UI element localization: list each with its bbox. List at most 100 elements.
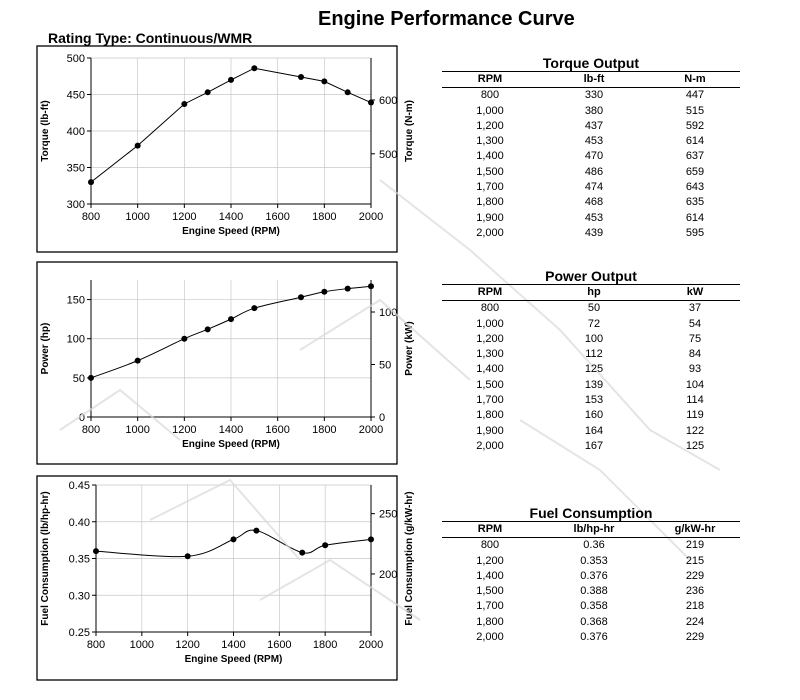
- data-point: [251, 305, 258, 312]
- data-point: [251, 65, 258, 72]
- y-axis-label: Fuel Consumption (lb/hp-hr): [40, 491, 51, 625]
- table-cell: 0.376: [580, 569, 608, 582]
- table-cell: 1,500: [476, 165, 504, 178]
- table-cell: 1,000: [476, 317, 504, 330]
- fuel-table: Fuel Consumption RPM lb/hp-hr g/kW-hr 80…: [442, 505, 740, 645]
- data-point: [204, 89, 211, 96]
- table-row: 1,300 112 84: [442, 347, 740, 362]
- table-cell: 229: [685, 569, 705, 582]
- table-cell: 439: [584, 226, 604, 239]
- y-tick-label: 400: [67, 126, 85, 138]
- table-cell: 122: [685, 424, 705, 437]
- table-cell: 1,300: [476, 348, 504, 361]
- table-cell: 1,400: [476, 363, 504, 376]
- table-cell: 800: [480, 89, 500, 102]
- col-header: lb-ft: [583, 73, 605, 85]
- series-line: [90, 67, 372, 183]
- table-cell: 595: [685, 226, 705, 239]
- col-header: RPM: [477, 73, 503, 85]
- table-row: 1,200 0.353 215: [442, 554, 740, 569]
- y2-tick-label: 200: [379, 569, 397, 581]
- table-cell: 0.368: [580, 615, 608, 628]
- y2-tick-label: 600: [379, 95, 397, 107]
- fuel-chart: 800 1000 1200 1400 1600 1800 2000 0.25 0.30 0.35 0…: [36, 475, 415, 681]
- data-point: [344, 89, 351, 96]
- y2-axis-label: Fuel Consumption (g/kW-hr): [404, 491, 415, 625]
- table-row: 800 0.36 219: [442, 538, 740, 553]
- table-cell: 614: [685, 211, 705, 224]
- table-cell: 0.388: [580, 585, 608, 598]
- table-cell: 139: [584, 378, 604, 391]
- table-row: 1,500 139 104: [442, 378, 740, 393]
- table-cell: 1,900: [476, 211, 504, 224]
- table-cell: 236: [685, 585, 705, 598]
- table-row: 800 330 447: [442, 88, 740, 103]
- data-point: [88, 374, 94, 381]
- y-tick-label: 300: [67, 199, 85, 211]
- table-cell: 100: [584, 332, 604, 345]
- col-header: RPM: [477, 523, 503, 535]
- x-tick-label: 1000: [125, 424, 149, 436]
- table-cell: 1,000: [476, 104, 504, 117]
- x-tick-label: 1200: [175, 639, 199, 651]
- x-tick-label: 1600: [265, 211, 289, 223]
- rating-type-label: Rating Type: Continuous/WMR: [48, 30, 253, 46]
- x-axis-label: Engine Speed (RPM): [182, 439, 280, 450]
- data-point: [181, 335, 188, 342]
- table-row: 1,700 474 643: [442, 180, 740, 195]
- x-tick-label: 800: [82, 424, 100, 436]
- table-cell: 468: [584, 196, 604, 209]
- data-point: [321, 288, 328, 295]
- table-cell: 37: [688, 302, 702, 315]
- table-cell: 114: [686, 394, 704, 407]
- table-cell: 800: [480, 302, 500, 315]
- table-row: 1,400 125 93: [442, 362, 740, 377]
- table-cell: 474: [584, 181, 604, 194]
- table-cell: 2,000: [476, 226, 504, 239]
- x-tick-label: 1200: [172, 424, 196, 436]
- table-cell: 1,200: [476, 119, 504, 132]
- x-tick-label: 2000: [359, 639, 383, 651]
- y-tick-label: 500: [67, 53, 85, 65]
- power-table: Power Output RPM hp kW 800 50 37 1,000 72 54 1…: [442, 268, 740, 454]
- data-point: [204, 326, 211, 333]
- table-cell: 167: [584, 439, 604, 452]
- x-tick-label: 2000: [359, 211, 383, 223]
- table-cell: 643: [685, 181, 705, 194]
- table-row: 1,800 0.368 224: [442, 615, 740, 630]
- table-title: Torque Output: [542, 55, 640, 71]
- table-cell: 1,500: [476, 585, 504, 598]
- x-tick-label: 1200: [172, 211, 196, 223]
- table-cell: 0.36: [583, 539, 605, 552]
- table-cell: 486: [584, 165, 604, 178]
- col-header: g/kW-hr: [674, 523, 716, 535]
- x-tick-label: 800: [87, 639, 105, 651]
- y2-axis-label: Torque (N-m): [404, 100, 415, 162]
- table-cell: 592: [685, 119, 705, 132]
- power-chart: 800 1000 1200 1400 1600 1800 20000501001500501…: [36, 261, 415, 465]
- table-cell: 515: [685, 104, 705, 117]
- table-cell: 1,500: [476, 378, 504, 391]
- table-cell: 93: [688, 363, 702, 376]
- table-cell: 800: [480, 539, 500, 552]
- table-title: Fuel Consumption: [529, 505, 653, 521]
- data-point: [181, 100, 188, 107]
- table-row: 1,500 0.388 236: [442, 584, 740, 599]
- y-tick-label: 350: [67, 163, 85, 175]
- table-cell: 1,900: [476, 424, 504, 437]
- data-point: [322, 542, 329, 549]
- table-row: 2,000 439 595: [442, 226, 740, 241]
- table-cell: 453: [584, 135, 604, 148]
- x-tick-label: 1400: [219, 211, 243, 223]
- table-cell: 54: [688, 317, 702, 330]
- y-axis-label: Torque (lb-ft): [40, 100, 51, 161]
- table-cell: 1,800: [476, 615, 504, 628]
- table-cell: 1,800: [476, 409, 504, 422]
- table-cell: 215: [685, 554, 705, 567]
- x-tick-label: 1800: [312, 211, 336, 223]
- table-header: RPM lb/hp-hr g/kW-hr: [442, 522, 740, 539]
- table-cell: 1,800: [476, 196, 504, 209]
- table-cell: 119: [686, 409, 704, 422]
- y2-tick-label: 500: [379, 149, 397, 161]
- table-cell: 75: [688, 332, 702, 345]
